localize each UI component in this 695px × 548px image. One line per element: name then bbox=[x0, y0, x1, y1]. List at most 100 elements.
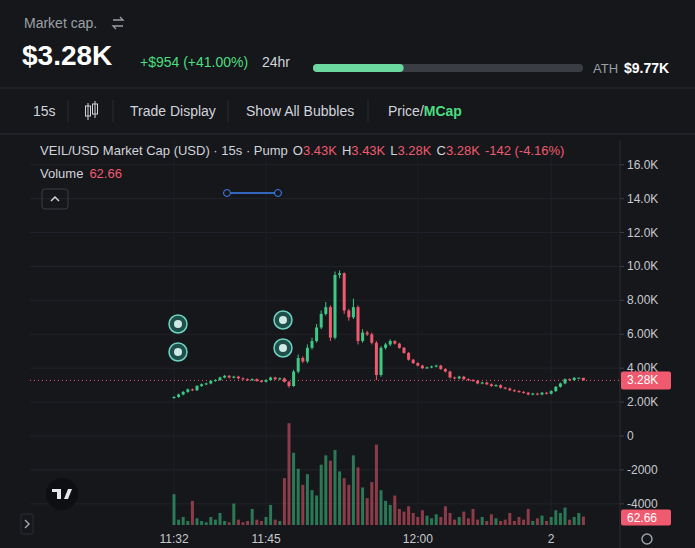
candle-body bbox=[536, 394, 539, 395]
volume-bar bbox=[449, 513, 452, 525]
volume-bar bbox=[177, 520, 180, 525]
candle-wick bbox=[376, 341, 377, 380]
volume-bar bbox=[522, 520, 525, 525]
candle-body bbox=[255, 379, 258, 381]
candle-wick bbox=[302, 356, 303, 363]
candle-body bbox=[499, 385, 502, 388]
candle-body bbox=[435, 366, 438, 367]
volume-bar bbox=[564, 508, 567, 525]
volume-bar bbox=[504, 520, 507, 525]
candle-wick bbox=[381, 346, 382, 377]
y-tick-label: 8.00K bbox=[627, 293, 658, 307]
market-cap-value: $3.28K bbox=[22, 40, 112, 72]
y-tick-label: 14.0K bbox=[627, 192, 658, 206]
candle-wick bbox=[192, 389, 193, 392]
candle-body bbox=[311, 341, 314, 348]
ohlc-change: -142 (-4.16%) bbox=[485, 143, 564, 158]
candle-wick bbox=[542, 392, 543, 395]
interval-button[interactable]: 15s bbox=[33, 103, 56, 119]
candle-body bbox=[232, 377, 235, 378]
candle-wick bbox=[330, 305, 331, 341]
candle-wick bbox=[408, 352, 409, 360]
ohlc-key: L bbox=[390, 143, 397, 158]
candle-wick bbox=[450, 371, 451, 379]
volume-bar bbox=[472, 509, 475, 525]
candle-wick bbox=[500, 384, 501, 388]
y-tick bbox=[620, 164, 624, 165]
candle-wick bbox=[279, 378, 280, 381]
candle-body bbox=[246, 379, 249, 380]
page: -4000-200002.00K4.00K6.00K8.00K10.0K12.0… bbox=[0, 0, 695, 548]
volume-bar bbox=[265, 517, 268, 525]
candle-wick bbox=[477, 380, 478, 384]
candle-body bbox=[403, 348, 406, 353]
volume-bar bbox=[476, 520, 479, 525]
candle-wick bbox=[578, 377, 579, 379]
volume-bar bbox=[531, 521, 534, 525]
candle-body bbox=[329, 307, 332, 338]
candle-body bbox=[472, 380, 475, 381]
volume-value: 62.66 bbox=[89, 166, 122, 181]
candle-body bbox=[297, 358, 300, 372]
candle-wick bbox=[307, 344, 308, 363]
y-tick bbox=[620, 198, 624, 199]
volume-bar bbox=[453, 520, 456, 525]
candle-body bbox=[412, 360, 415, 363]
candle-body bbox=[357, 307, 360, 341]
volume-bar bbox=[407, 506, 410, 525]
candle-body bbox=[209, 381, 212, 384]
candle-wick bbox=[468, 378, 469, 381]
volume-bar bbox=[269, 505, 272, 525]
candle-body bbox=[550, 391, 553, 394]
candle-body bbox=[324, 307, 327, 314]
volume-bar bbox=[329, 461, 332, 525]
candle-wick bbox=[440, 365, 441, 370]
candle-wick bbox=[210, 380, 211, 384]
price-mcap-toggle[interactable]: Price/MCap bbox=[388, 103, 462, 119]
trade-display-button[interactable]: Trade Display bbox=[130, 103, 216, 119]
grid-line-x bbox=[417, 140, 418, 528]
drawing-line bbox=[227, 192, 278, 194]
volume-bar bbox=[439, 517, 442, 525]
trade-bubble bbox=[169, 343, 187, 361]
candle-wick bbox=[270, 377, 271, 381]
volume-bar bbox=[550, 517, 553, 525]
candle-body bbox=[338, 273, 341, 275]
mcap-option[interactable]: MCap bbox=[424, 103, 462, 119]
bubbles-button[interactable]: Show All Bubbles bbox=[246, 103, 354, 119]
last-volume-box bbox=[621, 510, 671, 526]
volume-bar bbox=[196, 518, 199, 525]
volume-bar bbox=[467, 518, 470, 525]
trade-bubble-icon bbox=[174, 320, 182, 328]
candle-wick bbox=[560, 383, 561, 388]
candle-wick bbox=[348, 309, 349, 321]
candle-body bbox=[449, 372, 452, 378]
volume-bar bbox=[412, 513, 415, 525]
ohlc-value: 3.43K bbox=[351, 143, 385, 158]
grid-line bbox=[30, 198, 620, 199]
volume-bar bbox=[214, 520, 217, 525]
tv-logo bbox=[46, 478, 78, 510]
candle-body bbox=[504, 388, 507, 389]
candle-body bbox=[467, 379, 470, 380]
volume-bar bbox=[311, 490, 314, 525]
ohlc-value: 3.28K bbox=[398, 143, 432, 158]
side-toggle bbox=[25, 520, 29, 528]
grid-line bbox=[30, 334, 620, 335]
last-price-line bbox=[30, 380, 620, 381]
candle-wick bbox=[266, 379, 267, 382]
grid-line-x bbox=[174, 140, 175, 528]
candle-body bbox=[481, 383, 484, 384]
candle-body bbox=[288, 382, 291, 386]
volume-bar bbox=[228, 522, 231, 525]
volume-bar bbox=[205, 522, 208, 525]
candle-wick bbox=[371, 333, 372, 345]
volume-bar bbox=[237, 520, 240, 525]
price-option[interactable]: Price/ bbox=[388, 103, 424, 119]
candle-wick bbox=[445, 368, 446, 372]
candle-wick bbox=[431, 366, 432, 369]
grid-line bbox=[30, 164, 620, 165]
grid-line bbox=[30, 232, 620, 233]
toolbar-separator bbox=[228, 100, 229, 122]
candle-wick bbox=[367, 331, 368, 336]
